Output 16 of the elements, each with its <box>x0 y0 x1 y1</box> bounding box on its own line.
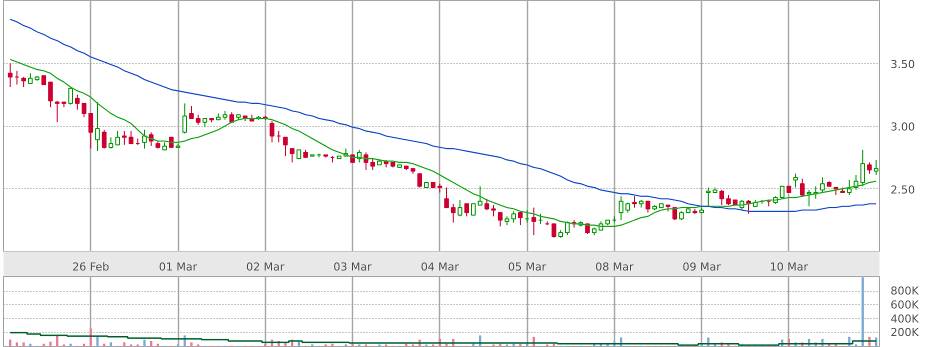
x-tick-label: 10 Mar <box>770 260 808 274</box>
x-tick-label: 04 Mar <box>420 260 460 274</box>
x-tick-label: 02 Mar <box>246 260 285 274</box>
y-tick-label: 600K <box>890 298 920 312</box>
x-tick-label: 01 Mar <box>158 260 198 274</box>
y-tick-label: 2.50 <box>890 183 915 196</box>
y-tick-label: 3.50 <box>890 58 915 71</box>
x-tick-label: 05 Mar <box>508 260 547 274</box>
y-tick-label: 3.00 <box>890 120 915 134</box>
x-tick-label: 26 Feb <box>72 260 110 274</box>
y-tick-label: 400K <box>890 312 920 326</box>
y-tick-label: 200K <box>890 326 920 340</box>
x-tick-label: 09 Mar <box>682 260 722 274</box>
x-tick-label: 08 Mar <box>595 260 634 274</box>
x-tick-label: 03 Mar <box>333 260 372 274</box>
y-tick-label: 800K <box>890 284 920 298</box>
